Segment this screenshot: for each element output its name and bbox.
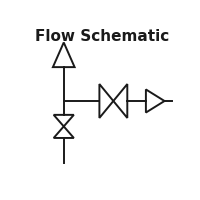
Text: Flow Schematic: Flow Schematic: [35, 29, 170, 44]
